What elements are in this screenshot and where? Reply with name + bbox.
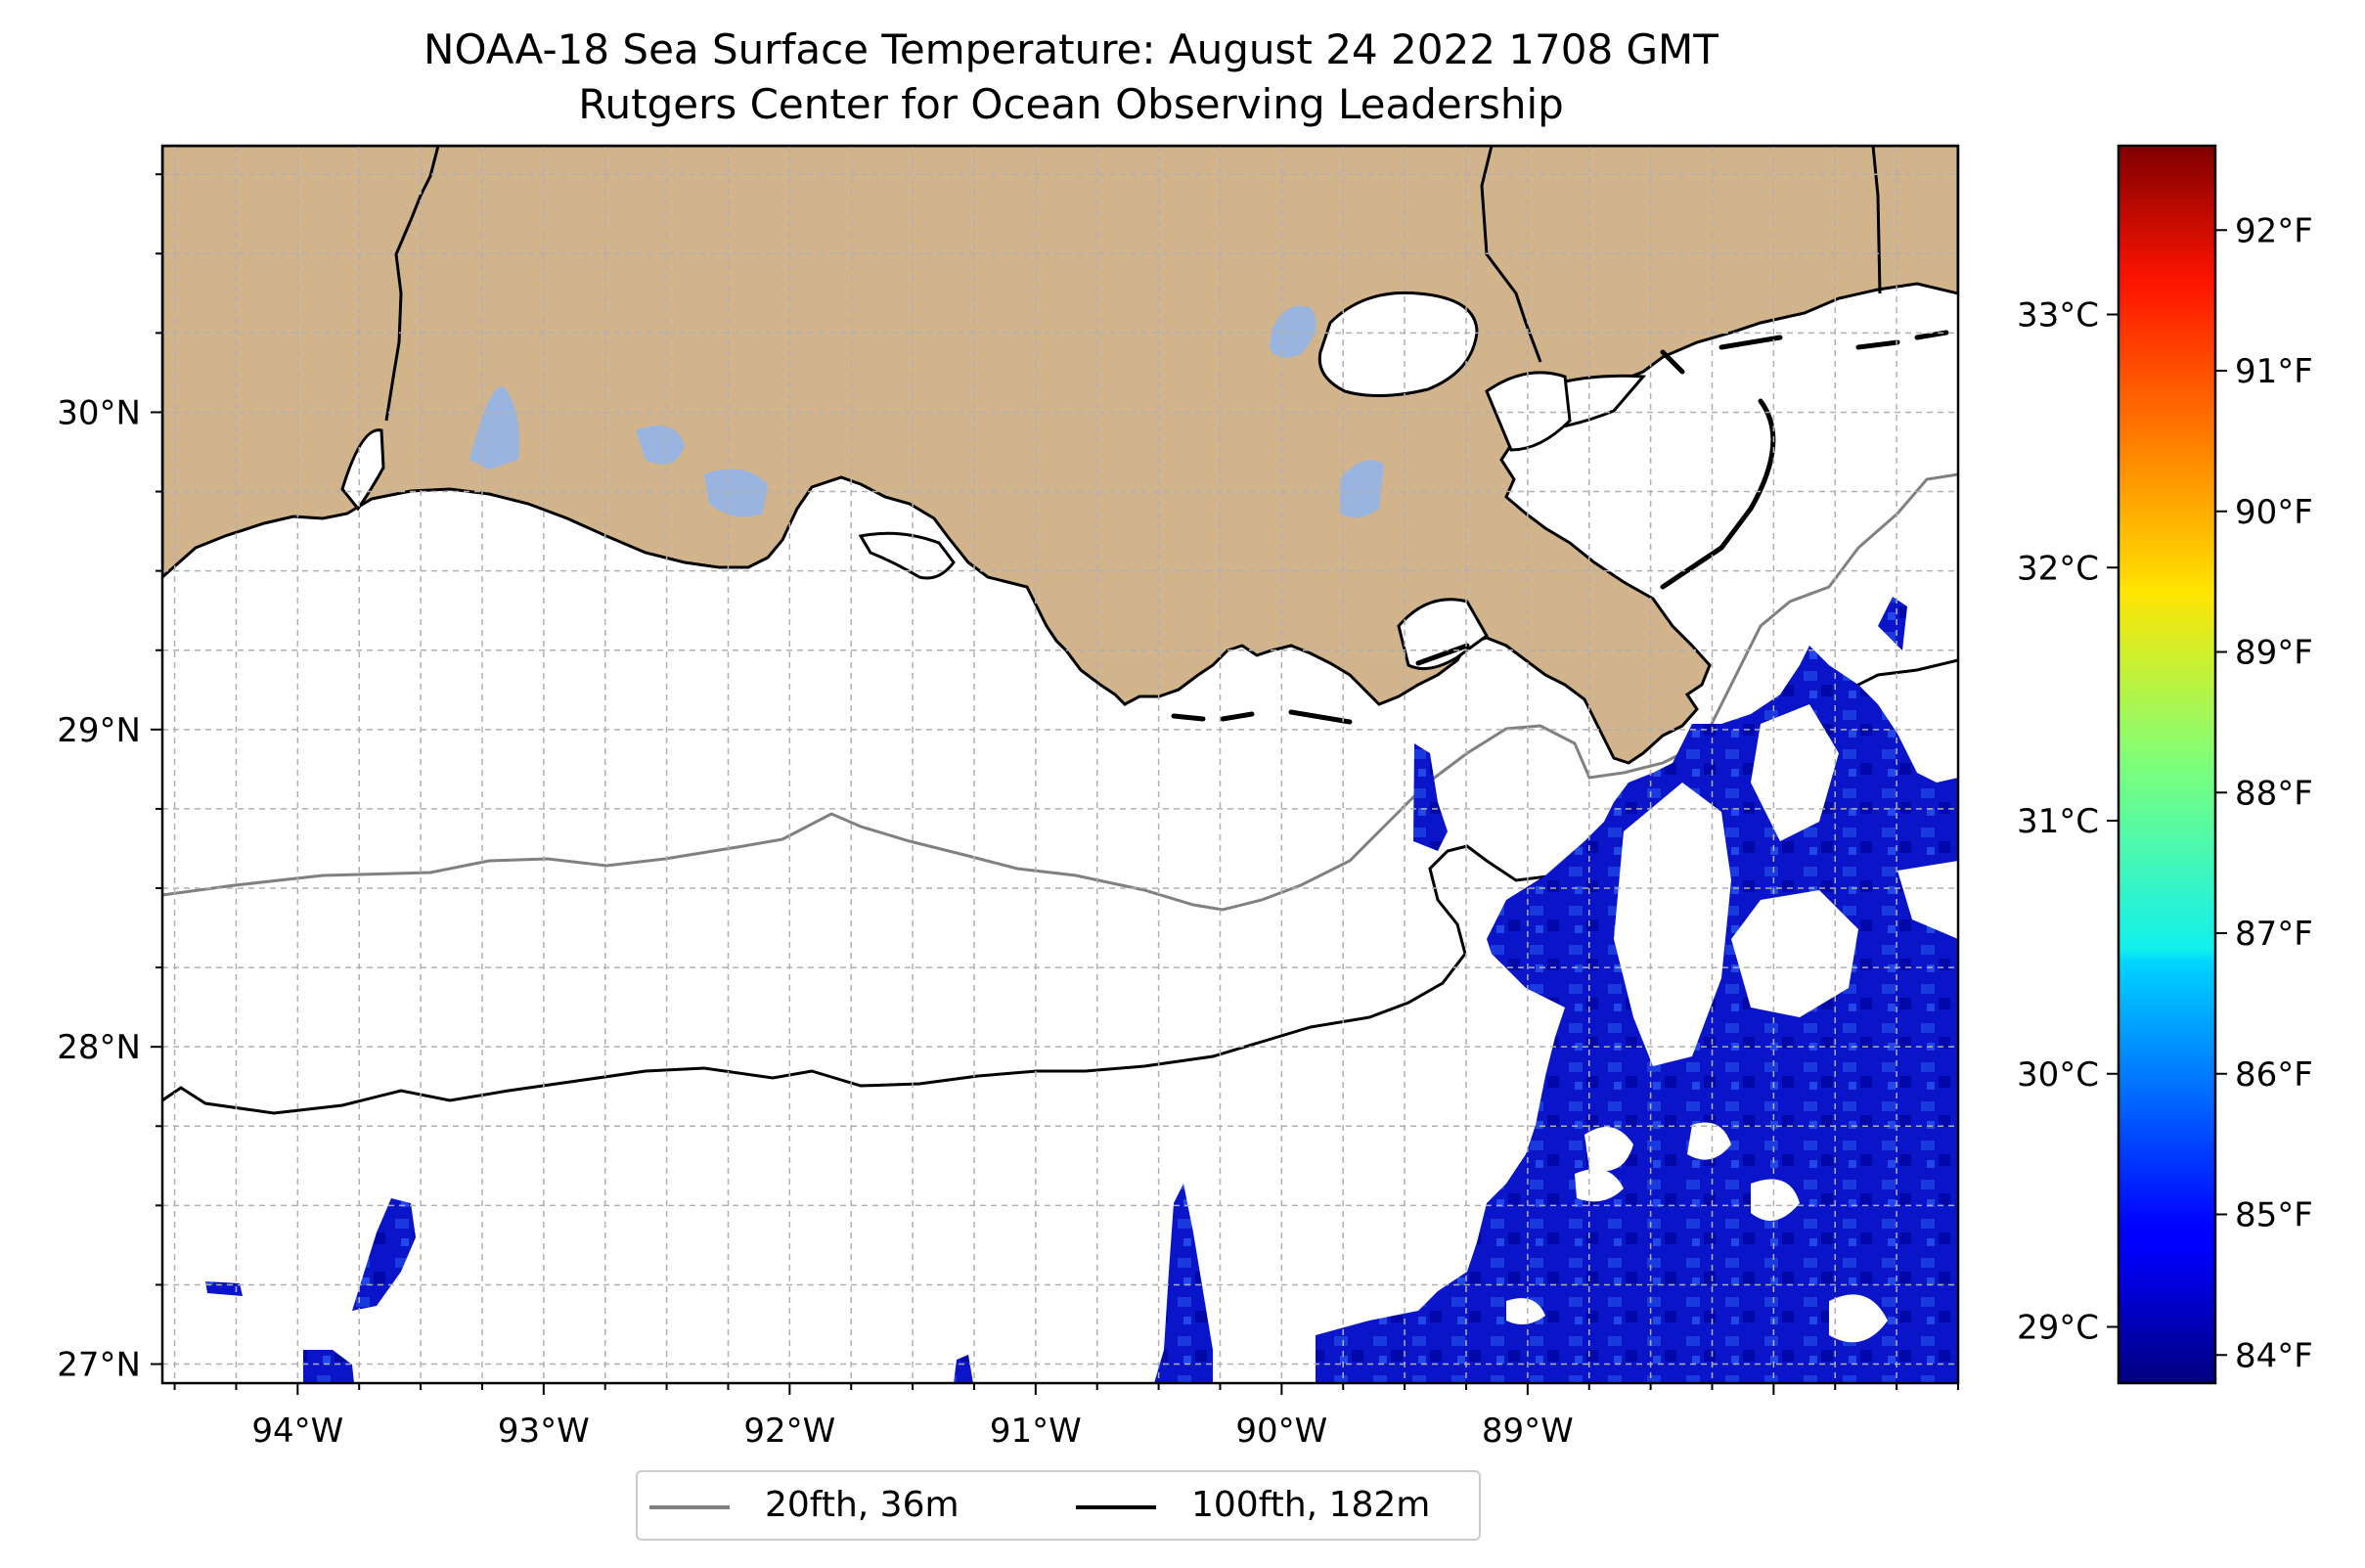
map-title: NOAA-18 Sea Surface Temperature: August … xyxy=(424,25,1718,73)
cb-label-f: 91°F xyxy=(2235,352,2313,391)
legend-swatch-100fth xyxy=(1076,1505,1156,1509)
lat-tick-label: 28°N xyxy=(57,1028,141,1067)
lon-tick-label: 90°W xyxy=(1235,1411,1327,1451)
cb-label-f: 86°F xyxy=(2235,1055,2313,1095)
cb-label-f: 92°F xyxy=(2235,211,2313,250)
map-subtitle: Rutgers Center for Ocean Observing Leade… xyxy=(578,80,1564,128)
legend-label-20fth: 20fth, 36m xyxy=(765,1485,959,1525)
cb-label-f: 87°F xyxy=(2235,915,2313,954)
cb-label-c: 30°C xyxy=(2017,1055,2099,1095)
lake-borgne xyxy=(1485,371,1572,452)
lon-tick-label: 91°W xyxy=(990,1411,1082,1451)
lat-tick-label: 30°N xyxy=(57,393,141,432)
lon-tick-label: 93°W xyxy=(498,1411,590,1451)
lake-calcasieu xyxy=(340,428,385,512)
legend-label-100fth: 100fth, 182m xyxy=(1191,1485,1431,1525)
gridlines xyxy=(162,146,1959,1383)
cb-label-c: 31°C xyxy=(2017,802,2099,841)
colorbar-ticks: 84°F 85°F 86°F 87°F 88°F 89°F 90°F 91°F 92°F 29°C… xyxy=(2017,211,2313,1375)
cb-label-c: 33°C xyxy=(2017,296,2099,336)
barrier-islands xyxy=(1171,330,1949,725)
lon-tick-label: 94°W xyxy=(251,1411,343,1451)
cloud-gaps xyxy=(1506,704,1958,1343)
map-frame xyxy=(160,144,1960,1385)
lon-tick-label: 92°W xyxy=(743,1411,835,1451)
cb-label-f: 84°F xyxy=(2235,1336,2313,1375)
cb-label-f: 88°F xyxy=(2235,774,2313,813)
lat-tick-label: 29°N xyxy=(57,711,141,750)
cb-label-f: 90°F xyxy=(2235,493,2313,532)
cb-label-c: 32°C xyxy=(2017,549,2099,588)
cb-label-f: 89°F xyxy=(2235,634,2313,673)
lon-tick-label: 89°W xyxy=(1482,1411,1574,1451)
colorbar xyxy=(2117,144,2217,1385)
lake-pontchartrain xyxy=(1317,291,1479,397)
vermilion-bay xyxy=(858,531,956,580)
lat-tick-label: 27°N xyxy=(57,1346,141,1385)
contour-legend: 20fth, 36m 100fth, 182m xyxy=(636,1470,1481,1541)
cb-label-f: 85°F xyxy=(2235,1196,2313,1235)
axis-ticks: 94°W 93°W 92°W 91°W 90°W 89°W 30°N 29°N 28°N 27°N xyxy=(57,173,1959,1451)
cb-label-c: 29°C xyxy=(2017,1309,2099,1348)
legend-swatch-20fth xyxy=(649,1505,730,1509)
barataria-bay xyxy=(1397,598,1489,671)
